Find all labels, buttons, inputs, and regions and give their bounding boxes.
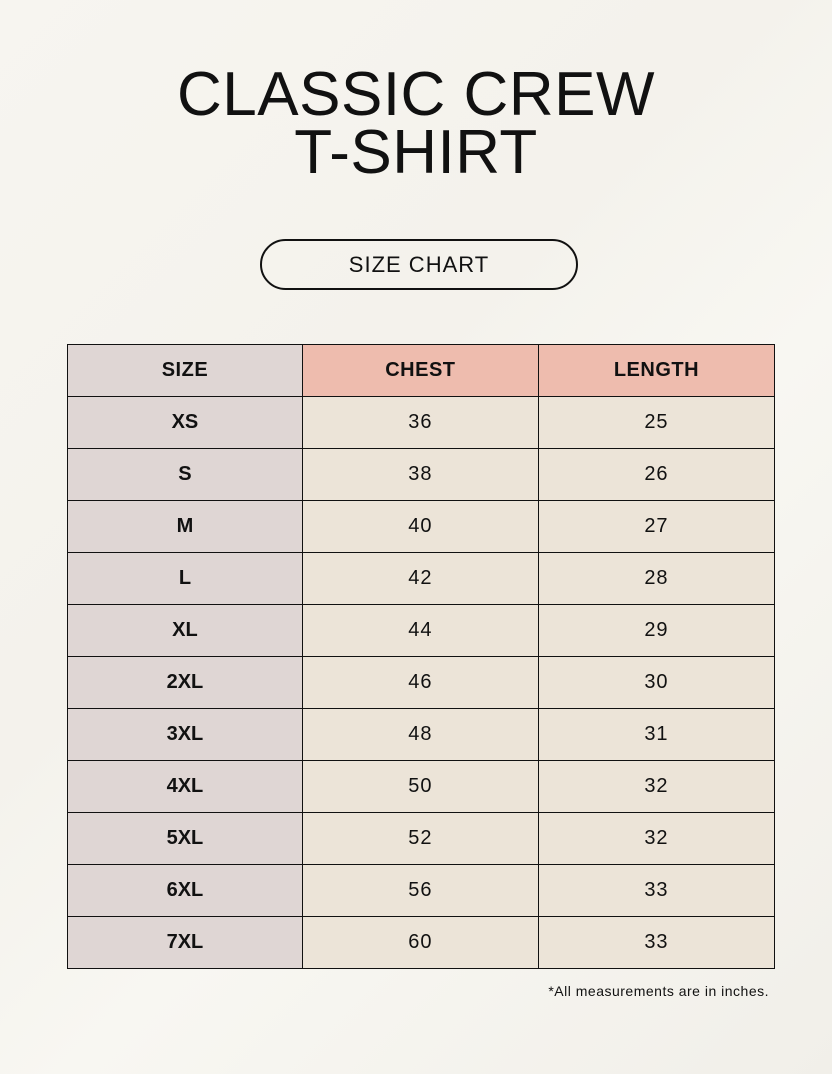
size-cell: 5XL [67, 812, 303, 865]
size-cell: XS [67, 396, 303, 449]
table-row: M 40 27 [67, 500, 776, 553]
chest-cell: 50 [301, 760, 539, 813]
length-cell: 33 [537, 916, 776, 969]
table-row: L 42 28 [67, 552, 776, 605]
size-table: SIZE CHEST LENGTH XS 36 25 S 38 26 M 40 27 L 42 28 X… [67, 344, 776, 969]
size-cell: 3XL [67, 708, 303, 761]
chest-cell: 48 [301, 708, 539, 761]
table-row: 7XL 60 33 [67, 916, 776, 969]
size-chart-badge: SIZE CHART [260, 239, 578, 290]
length-cell: 26 [537, 448, 776, 501]
table-row: 4XL 50 32 [67, 760, 776, 813]
title-line-2: T-SHIRT [294, 118, 538, 187]
table-row: XS 36 25 [67, 396, 776, 449]
header-chest: CHEST [301, 344, 539, 397]
page-title: CLASSIC CREW T-SHIRT [0, 60, 832, 187]
size-cell: L [67, 552, 303, 605]
size-cell: 7XL [67, 916, 303, 969]
table-row: 6XL 56 33 [67, 864, 776, 917]
chest-cell: 36 [301, 396, 539, 449]
length-cell: 28 [537, 552, 776, 605]
header-row: SIZE CHEST LENGTH [67, 344, 776, 397]
length-cell: 30 [537, 656, 776, 709]
header-size: SIZE [67, 344, 303, 397]
header-length: LENGTH [537, 344, 776, 397]
chest-cell: 46 [301, 656, 539, 709]
size-cell: S [67, 448, 303, 501]
length-cell: 32 [537, 760, 776, 813]
table-row: 3XL 48 31 [67, 708, 776, 761]
chest-cell: 60 [301, 916, 539, 969]
table-row: S 38 26 [67, 448, 776, 501]
table-row: 2XL 46 30 [67, 656, 776, 709]
size-cell: 2XL [67, 656, 303, 709]
chest-cell: 38 [301, 448, 539, 501]
length-cell: 31 [537, 708, 776, 761]
chest-cell: 40 [301, 500, 539, 553]
title-line-1: CLASSIC CREW [177, 60, 655, 129]
size-cell: M [67, 500, 303, 553]
table-row: 5XL 52 32 [67, 812, 776, 865]
length-cell: 27 [537, 500, 776, 553]
length-cell: 32 [537, 812, 776, 865]
size-cell: 4XL [67, 760, 303, 813]
size-cell: XL [67, 604, 303, 657]
length-cell: 33 [537, 864, 776, 917]
length-cell: 25 [537, 396, 776, 449]
chest-cell: 52 [301, 812, 539, 865]
chest-cell: 44 [301, 604, 539, 657]
table-row: XL 44 29 [67, 604, 776, 657]
footnote: *All measurements are in inches. [548, 983, 769, 999]
length-cell: 29 [537, 604, 776, 657]
size-cell: 6XL [67, 864, 303, 917]
chest-cell: 42 [301, 552, 539, 605]
chest-cell: 56 [301, 864, 539, 917]
